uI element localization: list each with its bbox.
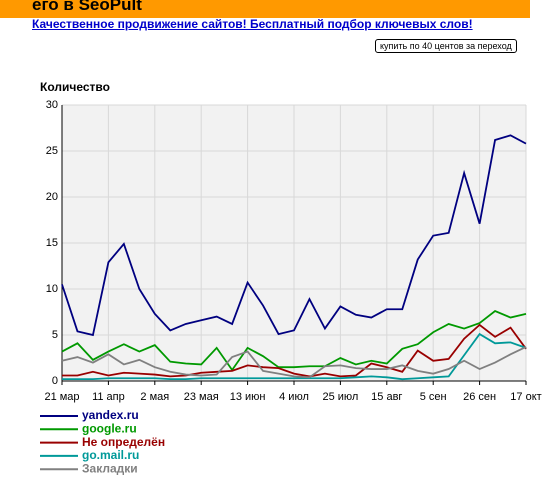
x-tick-label: 21 мар	[44, 391, 79, 403]
legend-label: Закладки	[82, 461, 138, 475]
x-tick-label: 25 июл	[322, 391, 358, 403]
legend-label: google.ru	[82, 421, 137, 435]
promo-link[interactable]: Качественное продвижение сайтов! Бесплат…	[32, 17, 473, 31]
x-tick-label: 11 апр	[92, 391, 125, 403]
y-tick-label: 30	[46, 99, 58, 111]
buy-button[interactable]: купить по 40 центов за переход	[375, 39, 517, 53]
y-tick-label: 10	[46, 283, 58, 295]
y-axis-label: Количество	[40, 80, 110, 94]
x-tick-label: 13 июн	[230, 391, 266, 403]
legend-label: yandex.ru	[82, 408, 139, 422]
series-line	[61, 346, 527, 379]
header-bar: его в SeoPult	[0, 0, 530, 18]
series-line	[61, 134, 527, 337]
series-line	[62, 332, 527, 381]
x-tick-label: 4 июл	[279, 391, 309, 403]
x-tick-label: 15 авг	[371, 391, 402, 403]
y-tick-label: 15	[46, 237, 58, 249]
x-tick-label: 2 мая	[140, 391, 169, 403]
x-tick-label: 5 сен	[420, 391, 447, 403]
x-tick-label: 26 сен	[463, 391, 496, 403]
y-tick-label: 0	[52, 375, 58, 387]
y-tick-label: 5	[52, 329, 58, 341]
x-tick-label: 23 мая	[184, 391, 219, 403]
x-tick-label: 17 окт	[510, 391, 541, 403]
series-line	[62, 323, 527, 378]
y-tick-label: 25	[46, 145, 58, 157]
legend-label: go.mail.ru	[82, 448, 139, 462]
y-tick-label: 20	[46, 191, 58, 203]
header-title: его в SeoPult	[32, 0, 142, 14]
legend-label: Не определён	[82, 435, 165, 449]
series-line	[61, 310, 527, 372]
